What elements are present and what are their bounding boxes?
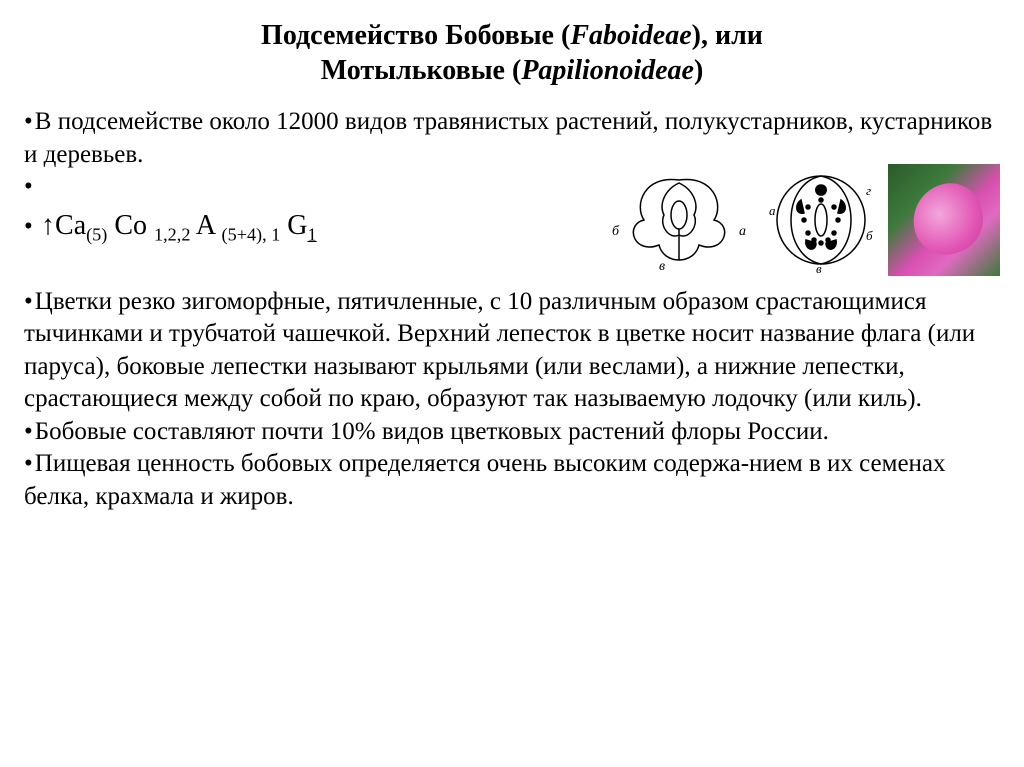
body-paragraphs: Цветки резко зигоморфные, пятичленные, с… [24,286,1000,514]
formula-ca-sub: (5) [86,224,107,244]
formula-row: ↑Ca(5) Co 1,2,2 A (5+4), 1 G1 б а [24,204,1000,276]
floral-label-a: а [769,203,776,218]
flower-dissection-diagram: б а в [604,165,754,275]
title-latin1: Faboideae [570,20,691,51]
flower-photo [888,164,1000,276]
title-line2-a: Мотыльковые ( [321,55,522,86]
body1-bullet [24,288,35,315]
intro-bullet: В подсемействе около 12000 видов травяни… [24,106,1000,171]
title-latin2: Papilionoideae [521,55,694,86]
formula-ca: Ca [55,210,86,241]
floral-label-v: в [816,261,822,275]
floral-label-b: б [866,228,873,243]
body3-text: Пищевая ценность бобовых определяется оч… [24,450,946,510]
formula-co-sub: 1,2,2 [154,224,190,244]
formula-g-sub: 1 [308,224,317,244]
body2-bullet [24,418,35,445]
body3-bullet [24,450,35,477]
intro-text: В подсемействе около 12000 видов травяни… [24,108,992,168]
title-line1-b: ), или [692,20,763,51]
formula-a: A [190,210,221,241]
formula-arrow: ↑ [41,210,55,241]
title-line1-a: Подсемейство Бобовые ( [261,20,570,51]
page-title: Подсемейство Бобовые (Faboideae), или Мо… [24,18,1000,88]
formula-g: G [280,210,307,241]
title-line2-b: ) [694,55,703,86]
floral-formula: ↑Ca(5) Co 1,2,2 A (5+4), 1 G1 [41,210,317,241]
diagram-label-b: б [612,224,620,239]
floral-label-g: г [866,183,871,198]
diagram-label-v: в [659,259,665,274]
figure-group: б а в [604,164,1000,276]
floral-diagram: г а б в [766,165,876,275]
body2-text: Бобовые составляют почти 10% видов цветк… [35,418,829,445]
formula-a-sub: (5+4), 1 [222,224,281,244]
diagram-label-a: а [739,224,746,239]
formula-bullet: ↑Ca(5) Co 1,2,2 A (5+4), 1 G1 [24,204,317,250]
body1-text: Цветки резко зигоморфные, пятичленные, с… [24,288,975,413]
formula-co: Co [107,210,154,241]
